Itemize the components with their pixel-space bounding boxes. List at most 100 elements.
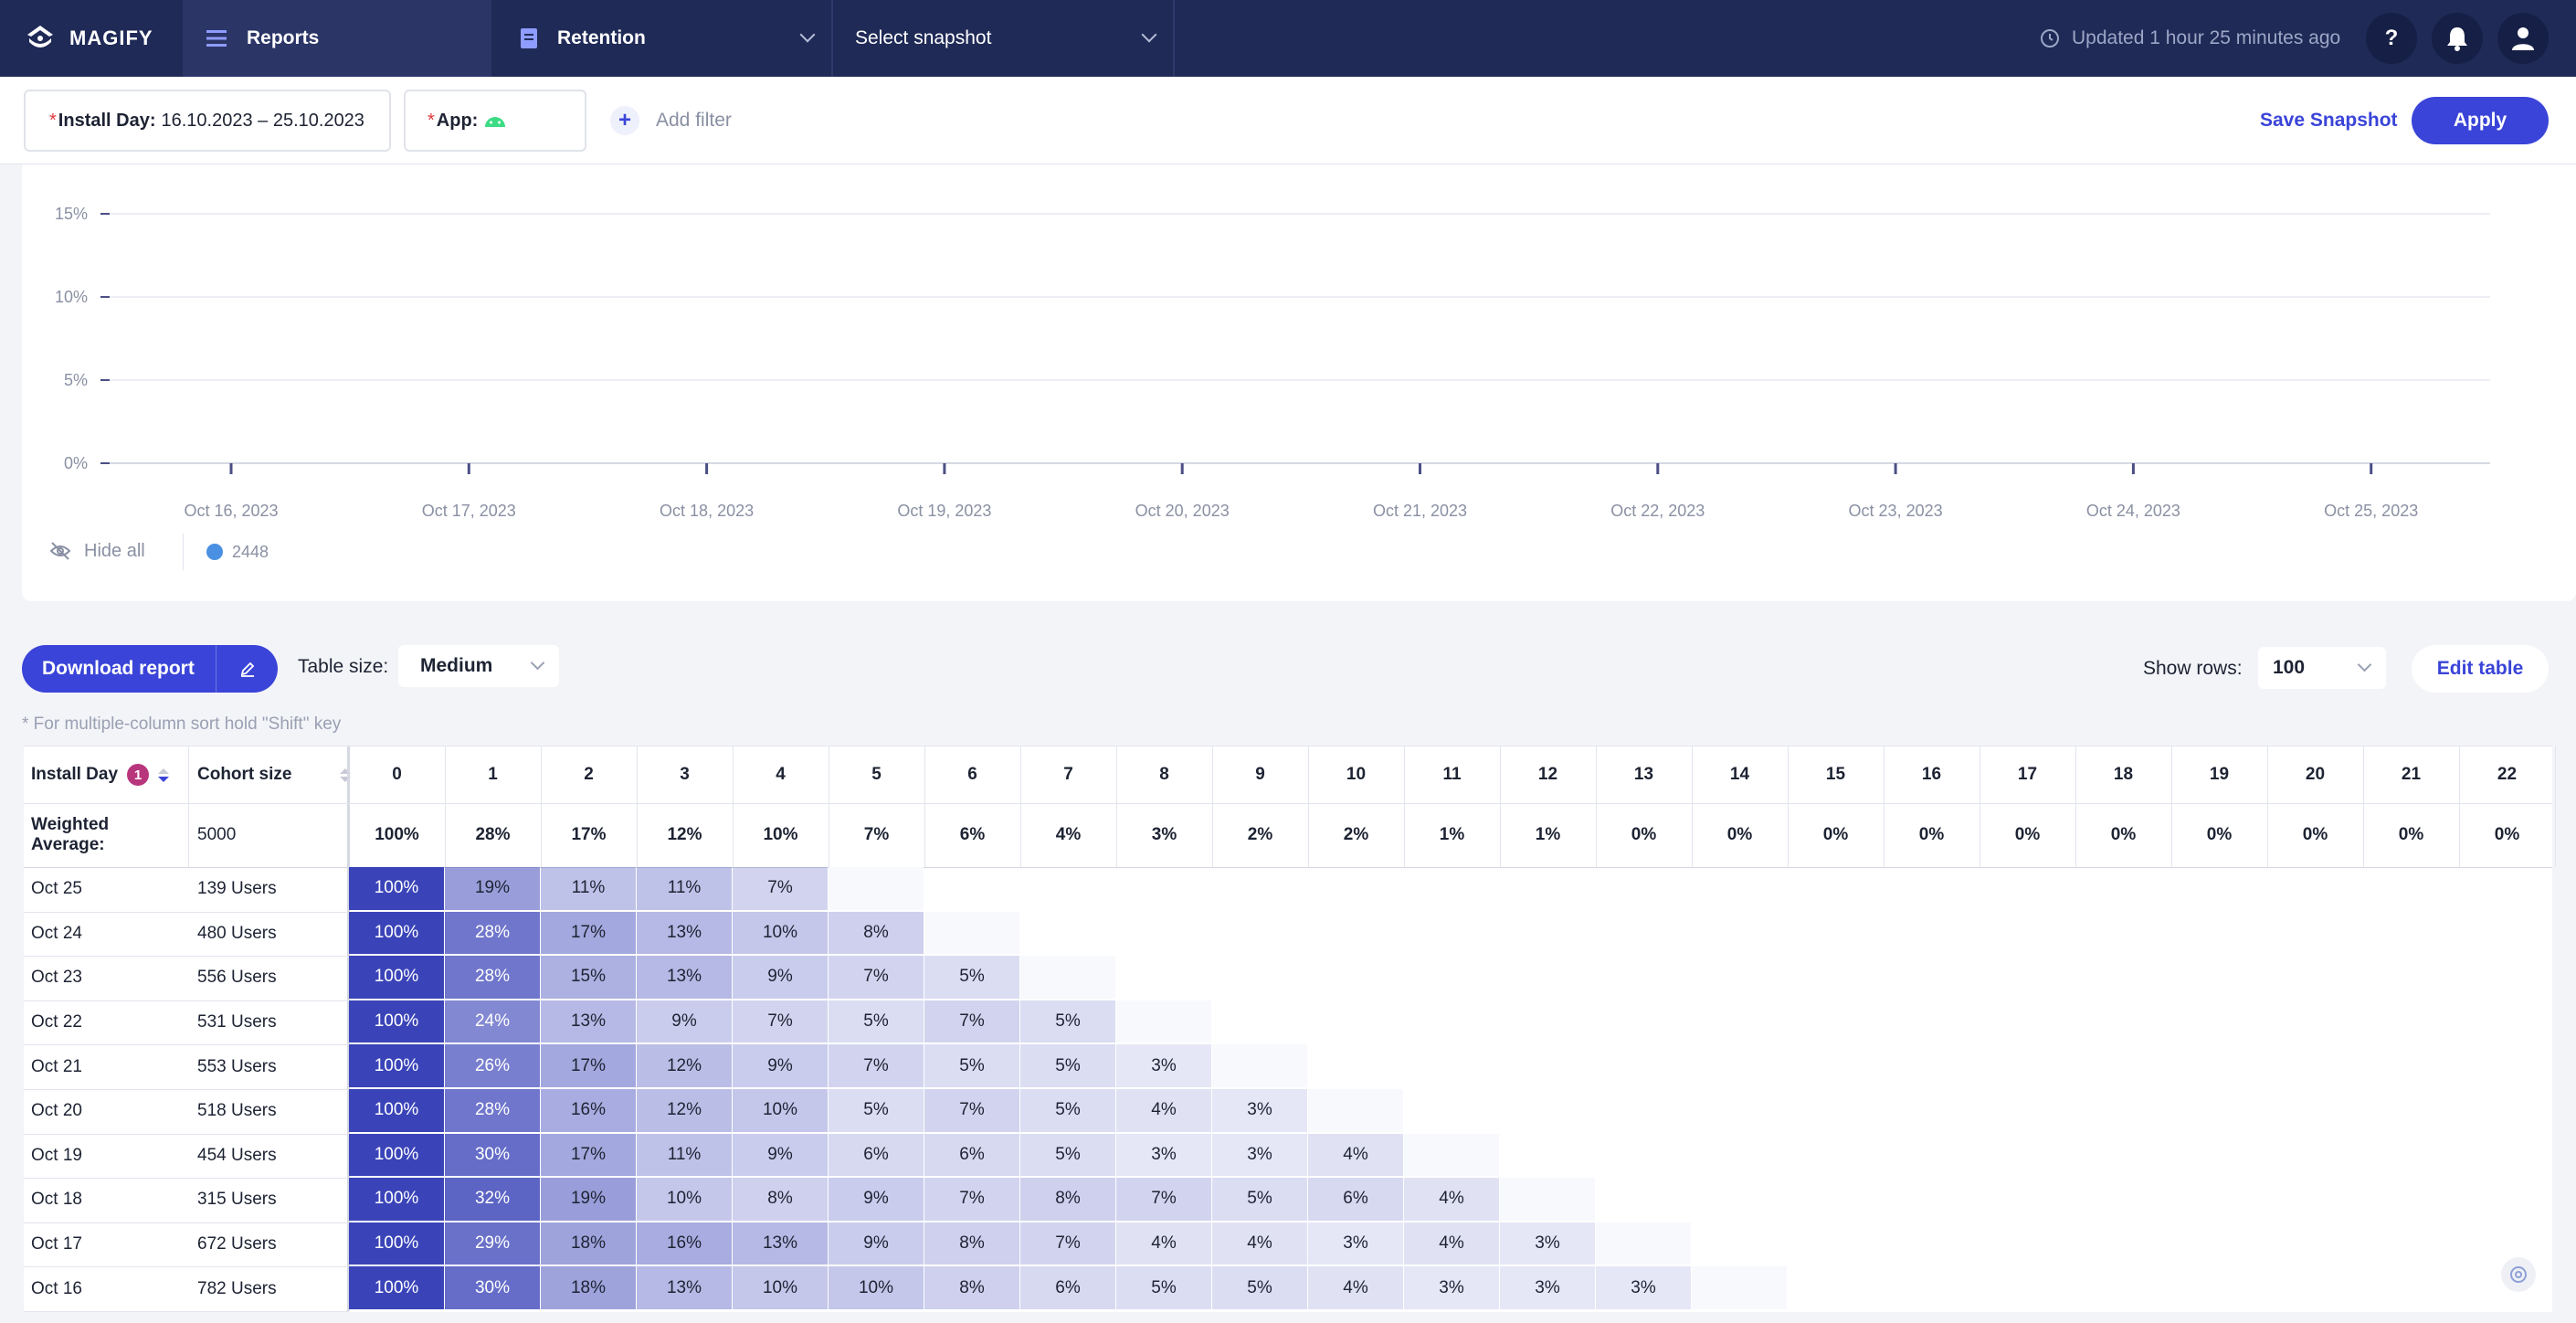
day-column-header[interactable]: 2 [584, 765, 594, 784]
day-column-header[interactable]: 8 [1159, 765, 1169, 784]
row-divider [24, 1311, 349, 1312]
day-column-header[interactable]: 10 [1346, 765, 1367, 784]
row-divider [24, 956, 349, 958]
day-column-header[interactable]: 9 [1255, 765, 1265, 784]
day-column-header[interactable]: 20 [2305, 765, 2326, 784]
retention-cell: 3% [1596, 1266, 1691, 1309]
retention-cell: 100% [349, 1133, 444, 1177]
top-navigation-bar: MAGIFY Reports Retention Select snapshot… [0, 0, 2576, 77]
table-size-value: Medium [420, 655, 493, 676]
retention-cell: 9% [733, 1133, 828, 1177]
retention-cell: 8% [1020, 1178, 1115, 1221]
retention-cell: 28% [445, 956, 540, 999]
day-column-header[interactable]: 11 [1442, 765, 1462, 784]
hide-all-button[interactable]: Hide all [49, 537, 145, 565]
cohort-size-header[interactable]: Cohort size [197, 746, 358, 803]
retention-cell: 16% [541, 1089, 636, 1132]
retention-cell: 7% [733, 1000, 828, 1043]
install-day-cell: Oct 19 [31, 1145, 82, 1165]
weighted-average-cell: 4% [1055, 825, 1082, 844]
day-column-header[interactable]: 1 [488, 765, 498, 784]
chevron-down-icon [530, 655, 545, 671]
magify-logo-icon [27, 26, 53, 48]
show-rows-select[interactable]: 100 [2258, 647, 2386, 689]
retention-cell: 10% [733, 911, 828, 955]
snapshot-dropdown[interactable]: Select snapshot [835, 0, 1175, 77]
retention-cell: 6% [829, 1133, 924, 1177]
day-column-header[interactable]: 19 [2209, 765, 2230, 784]
retention-cell: 5% [829, 1000, 924, 1043]
weighted-average-cell: 0% [2302, 825, 2328, 844]
day-column-header[interactable]: 21 [2401, 765, 2422, 784]
cohort-size-cell: 556 Users [197, 968, 277, 988]
install-day-cell: Oct 16 [31, 1278, 82, 1298]
retention-cell: 3% [1116, 1044, 1211, 1087]
help-button[interactable]: ? [2366, 13, 2417, 64]
user-profile-button[interactable] [2497, 13, 2549, 64]
column-divider [2267, 746, 2268, 867]
day-column-header[interactable]: 13 [1633, 765, 1654, 784]
retention-cell: 10% [829, 1266, 924, 1309]
empty-retention-cell [1404, 1133, 1499, 1177]
weighted-average-cell: 0% [2206, 825, 2233, 844]
edit-export-button[interactable] [216, 660, 278, 678]
weighted-average-cell: 1% [1535, 825, 1561, 844]
day-column-header[interactable]: 5 [871, 765, 882, 784]
retention-cell: 3% [1500, 1266, 1595, 1309]
retention-cell: 13% [733, 1222, 828, 1265]
retention-cell: 24% [445, 1000, 540, 1043]
day-column-header[interactable]: 4 [776, 765, 786, 784]
nav-reports[interactable]: Reports [183, 0, 491, 77]
retention-cell: 5% [1020, 1133, 1115, 1177]
retention-cell: 30% [445, 1266, 540, 1309]
snapshot-placeholder: Select snapshot [855, 27, 992, 48]
table-size-select[interactable]: Medium [398, 645, 559, 687]
day-column-header[interactable]: 16 [1921, 765, 1942, 784]
help-icon: ? [2384, 26, 2399, 50]
install-day-filter[interactable]: * Install Day: 16.10.2023 – 25.10.2023 [24, 90, 391, 152]
retention-cell: 28% [445, 1089, 540, 1132]
legend-item-label: 2448 [232, 542, 269, 561]
edit-table-button[interactable]: Edit table [2412, 645, 2549, 693]
y-axis-tick-label: 0% [64, 454, 88, 472]
apply-button[interactable]: Apply [2412, 97, 2549, 144]
sort-icon [340, 767, 351, 782]
table-size-label: Table size: [298, 656, 389, 677]
sort-desc-icon [158, 767, 170, 782]
retention-cell: 13% [637, 1266, 732, 1309]
day-column-header[interactable]: 7 [1063, 765, 1073, 784]
day-column-header[interactable]: 17 [2017, 765, 2038, 784]
add-filter-button[interactable]: + Add filter [610, 104, 732, 137]
save-snapshot-button[interactable]: Save Snapshot [2260, 110, 2398, 131]
empty-retention-cell [1308, 1089, 1403, 1132]
brand-logo[interactable]: MAGIFY [24, 16, 153, 60]
notifications-button[interactable] [2432, 13, 2483, 64]
row-divider [24, 1178, 349, 1180]
legend-item[interactable]: 2448 [206, 539, 269, 565]
day-column-header[interactable]: 22 [2497, 765, 2518, 784]
install-day-cell: Oct 18 [31, 1190, 82, 1210]
x-axis-tick-label: Oct 25, 2023 [2324, 502, 2418, 520]
column-divider [1500, 746, 1501, 867]
retention-table: Install Day 1 Cohort size Weighted Avera… [24, 746, 2556, 1312]
day-column-header[interactable]: 0 [392, 765, 402, 784]
retention-cell: 7% [924, 1000, 1019, 1043]
retention-cell: 6% [1308, 1178, 1403, 1221]
required-mark: * [428, 110, 435, 131]
day-column-header[interactable]: 12 [1537, 765, 1558, 784]
day-column-header[interactable]: 15 [1825, 765, 1846, 784]
day-column-header[interactable]: 6 [967, 765, 977, 784]
report-type-dropdown[interactable]: Retention [493, 0, 833, 77]
download-report-button[interactable]: Download report [22, 645, 278, 693]
install-day-header[interactable]: Install Day 1 [31, 746, 170, 803]
app-filter[interactable]: * App: [404, 90, 586, 152]
retention-chart: 15% 10% 5% 0% Oct 16, 2023 Oct 17, 2023 Oct 18… [55, 205, 2490, 520]
retention-cell: 5% [1212, 1266, 1307, 1309]
column-divider [541, 746, 542, 867]
floating-help-button[interactable] [2501, 1257, 2536, 1292]
install-day-label: Install Day: [58, 110, 156, 131]
day-column-header[interactable]: 3 [680, 765, 690, 784]
empty-retention-cell [1500, 1178, 1595, 1221]
day-column-header[interactable]: 18 [2113, 765, 2134, 784]
day-column-header[interactable]: 14 [1729, 765, 1750, 784]
